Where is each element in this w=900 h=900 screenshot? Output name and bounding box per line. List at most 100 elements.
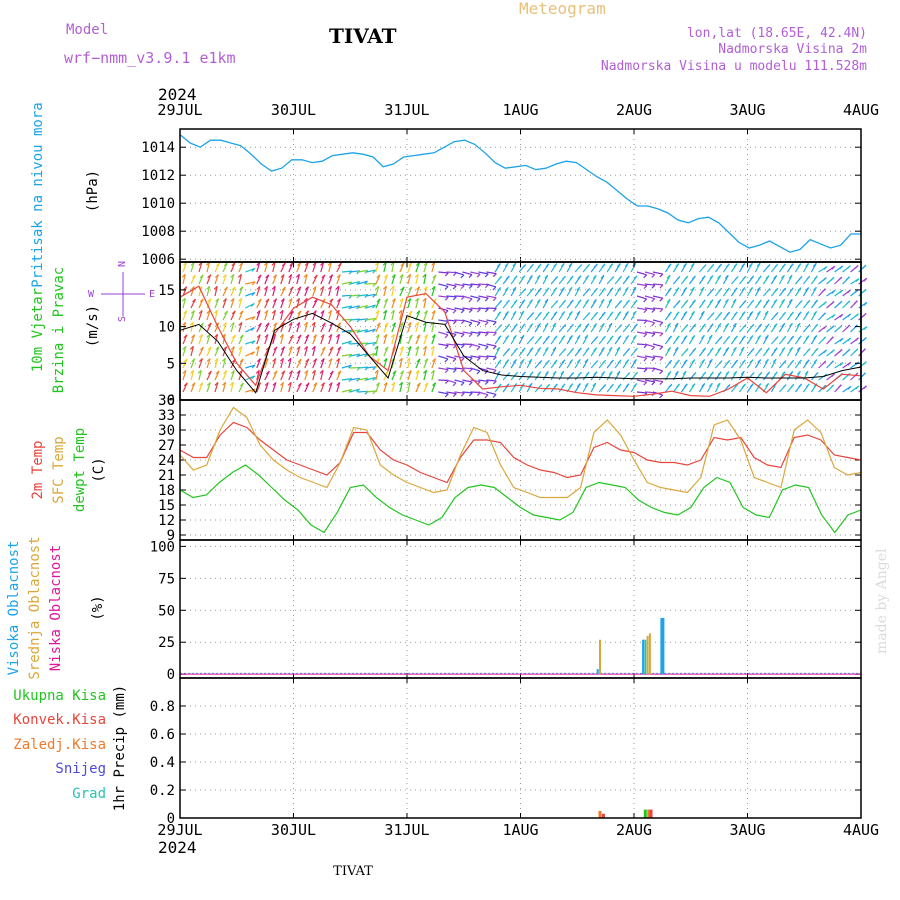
wind-barb-tick: [710, 263, 715, 268]
wind-barb-tick: [781, 323, 786, 327]
wind-barb-tick: [632, 286, 637, 291]
wind-barb: [182, 262, 187, 273]
wind-barb: [391, 382, 396, 393]
wind-barb-tick: [431, 261, 436, 266]
wind-barb-tick: [774, 287, 779, 292]
wind-barb-tick: [600, 322, 605, 327]
wind-barb-tick: [492, 297, 497, 302]
wind-barb-tick: [335, 285, 340, 290]
wind-barb: [470, 319, 481, 324]
wind-barb-tick: [536, 323, 541, 327]
wind-barb-tick: [222, 322, 227, 327]
y-tick-label: 5: [167, 356, 175, 372]
cloud-bar: [596, 669, 599, 675]
wind-barb: [341, 364, 352, 369]
wind-barb: [357, 377, 368, 381]
wind-barb: [423, 310, 428, 321]
wind-barb-tick: [198, 334, 203, 338]
wind-barb-tick: [758, 323, 763, 328]
wind-barb-tick: [757, 359, 762, 363]
cloud-bar: [648, 633, 651, 675]
wind-barb: [256, 382, 262, 393]
wind-barb-tick: [618, 300, 623, 304]
wind-barb-tick: [862, 361, 867, 366]
wind-barb: [230, 370, 235, 381]
wind-barb-tick: [773, 371, 778, 376]
wind-barb-tick: [372, 317, 377, 322]
wind-barb-tick: [625, 335, 630, 340]
wind-barb-tick: [406, 381, 411, 386]
wind-speed-red-line: [179, 285, 862, 397]
bottom-date-tick-label: 29JUL: [157, 821, 202, 839]
wind-barb-tick: [659, 356, 664, 361]
wind-barb-tick: [505, 335, 510, 340]
wind-barb-tick: [659, 346, 664, 351]
wind-barb-tick: [520, 358, 525, 363]
wind-barb: [256, 358, 261, 369]
wind-barb-tick: [624, 262, 629, 267]
wind-barb: [462, 271, 473, 276]
wind-barb: [238, 322, 243, 333]
wind-barb-tick: [281, 346, 285, 351]
wind-barb-tick: [505, 275, 510, 280]
wind-barb: [365, 377, 376, 381]
dewpt-line: [179, 464, 862, 534]
wind-barb-tick: [321, 346, 326, 351]
wind-barb: [245, 267, 256, 273]
wind-barb-tick: [265, 322, 270, 327]
wind-barb-tick: [734, 276, 739, 281]
precip-legend-frozen_rain: Zaledj.Kisa: [13, 737, 106, 753]
wind-barb: [399, 334, 403, 345]
wind-barb-tick: [700, 310, 705, 315]
wind-barb-tick: [838, 348, 843, 353]
wind-barb: [399, 310, 403, 321]
wind-barb: [280, 298, 285, 309]
wind-barb: [462, 391, 473, 394]
wind-barb: [462, 319, 473, 324]
wind-barb: [264, 286, 269, 297]
y-tick-label: 1012: [141, 168, 175, 184]
wind-barb-tick: [733, 335, 738, 340]
y-tick-label: 27: [158, 438, 175, 454]
wind-barb-tick: [568, 310, 573, 315]
wind-barb-tick: [757, 334, 762, 339]
wind-barb-tick: [239, 334, 244, 339]
wind-barb: [349, 294, 360, 297]
wind-barb-tick: [683, 262, 687, 267]
wind-barb-tick: [830, 325, 835, 330]
wind-barb-tick: [578, 264, 583, 269]
wind-barb-tick: [796, 370, 801, 375]
wind-barb: [644, 271, 655, 275]
wind-barb-tick: [651, 284, 656, 289]
wind-barb-tick: [199, 382, 204, 387]
wind-barb-tick: [717, 347, 722, 352]
wind-barb-tick: [320, 285, 325, 290]
y-tick-label: 10: [158, 320, 175, 336]
wind-barb-tick: [424, 382, 429, 387]
wind-barb-tick: [568, 286, 573, 291]
wind-barb-tick: [838, 276, 843, 281]
wind-barb-tick: [717, 274, 722, 279]
y-tick-label: 18: [158, 483, 175, 499]
wind-barb: [365, 390, 376, 393]
wind-barb-tick: [633, 347, 638, 352]
wind-barb-tick: [460, 381, 465, 386]
wind-barb: [365, 328, 376, 333]
wind-barb-tick: [812, 262, 817, 267]
wind-barb: [375, 334, 380, 345]
wind-barb-tick: [432, 274, 437, 279]
wind-barb-tick: [782, 335, 787, 340]
wind-barb: [391, 298, 396, 309]
wind-barb-tick: [766, 371, 771, 376]
wind-barb-tick: [691, 359, 696, 364]
wind-barb-tick: [764, 358, 769, 363]
wind-barb: [470, 379, 481, 383]
wind-barb-tick: [536, 274, 541, 279]
wind-barb-tick: [505, 359, 510, 364]
wind-barb-tick: [855, 278, 860, 283]
wind-barb-tick: [725, 263, 730, 268]
wind-barb-tick: [667, 311, 672, 316]
wind-barb-tick: [643, 298, 648, 303]
y-tick-label: 15: [158, 498, 175, 514]
wind-barb-tick: [668, 359, 673, 364]
